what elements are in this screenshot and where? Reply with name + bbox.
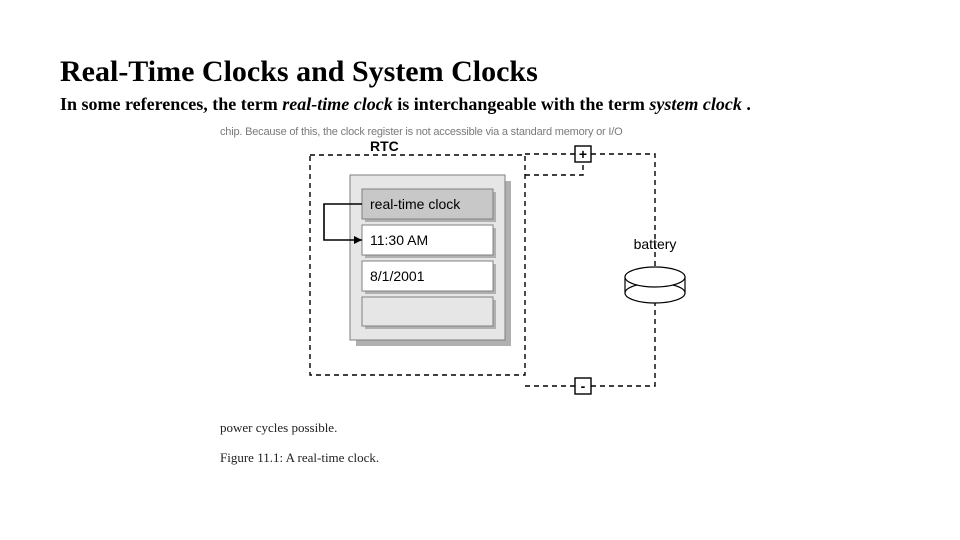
cropped-text-top: chip. Because of this, the clock registe… — [220, 126, 740, 138]
term-rtc: real-time clock — [282, 94, 392, 114]
rtc-diagram-svg: RTCreal-time clock11:30 AM8/1/2001+-batt… — [220, 130, 740, 410]
para-pre: In some references, the term — [60, 94, 282, 114]
below-fragment: power cycles possible. — [220, 420, 740, 436]
para-mid: is interchangeable with the term — [393, 94, 650, 114]
svg-text:-: - — [581, 378, 586, 394]
svg-text:11:30 AM: 11:30 AM — [370, 232, 428, 248]
svg-text:+: + — [579, 146, 587, 162]
intro-paragraph: In some references, the term real-time c… — [60, 93, 900, 116]
svg-text:real-time clock: real-time clock — [370, 196, 461, 212]
svg-text:8/1/2001: 8/1/2001 — [370, 268, 425, 284]
para-post: . — [742, 94, 751, 114]
svg-text:RTC: RTC — [370, 138, 399, 154]
term-system-clock: system clock — [649, 94, 741, 114]
figure-caption: Figure 11.1: A real-time clock. — [220, 450, 740, 466]
figure-diagram: chip. Because of this, the clock registe… — [220, 130, 740, 410]
page-title: Real-Time Clocks and System Clocks — [60, 55, 900, 89]
